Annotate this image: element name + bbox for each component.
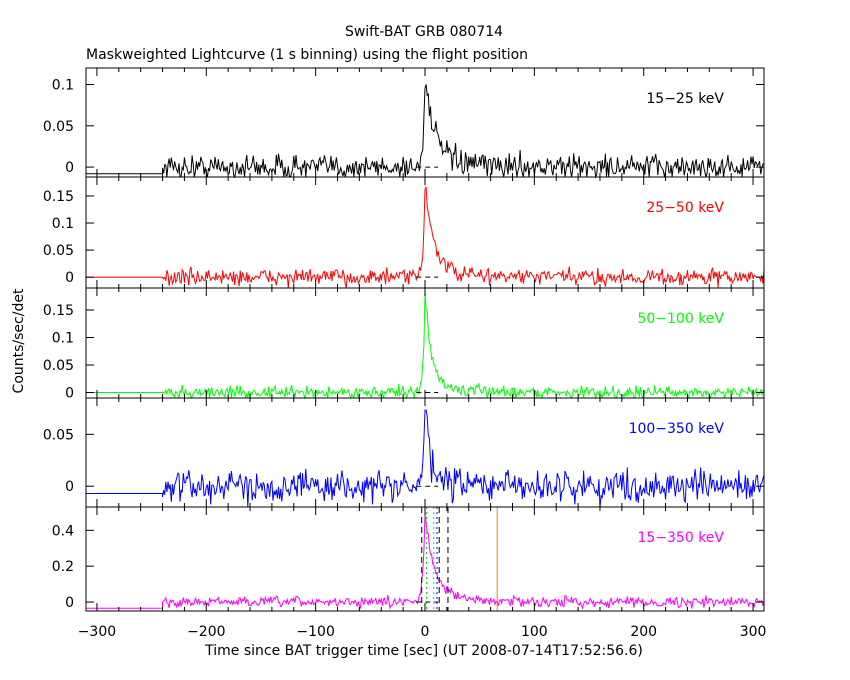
y-axis-label: Counts/sec/det xyxy=(11,288,27,393)
lightcurve-2 xyxy=(86,186,765,289)
y-tick-label: 0.15 xyxy=(43,189,74,205)
x-tick-label: 0 xyxy=(421,624,430,640)
y-tick-label: 0.1 xyxy=(52,78,74,94)
x-tick-label: 200 xyxy=(630,624,657,640)
y-tick-label: 0 xyxy=(65,386,74,402)
y-tick-label: 0.05 xyxy=(43,358,74,374)
panel-2: 0 0.05 0.1 0.15 25−50 keV xyxy=(43,176,765,289)
y-tick-label: 0.1 xyxy=(52,216,74,232)
lightcurve-1 xyxy=(86,84,765,179)
band-label-3: 50−100 keV xyxy=(637,311,724,327)
y-tick-label: 0 xyxy=(65,160,74,176)
y-tick-label: 0.05 xyxy=(43,427,74,443)
y-tick-label: 0.15 xyxy=(43,303,74,319)
chart-title: Swift-BAT GRB 080714 xyxy=(345,24,503,40)
y-tick-label: 0 xyxy=(65,595,74,611)
x-axis-label: Time since BAT trigger time [sec] (UT 20… xyxy=(204,643,643,659)
panel-frame-1 xyxy=(85,67,765,178)
lightcurve-4 xyxy=(86,409,765,508)
x-tick-label: −100 xyxy=(296,624,334,640)
band-label-4: 100−350 keV xyxy=(629,421,725,437)
band-label-5: 15−350 keV xyxy=(637,530,724,546)
y-tick-label: 0.4 xyxy=(52,523,74,539)
lightcurve-3 xyxy=(86,291,765,400)
y-tick-label: 0.05 xyxy=(43,243,74,259)
panel-3: 0 0.05 0.1 0.15 50−100 keV xyxy=(43,287,765,402)
x-tick-label: 100 xyxy=(521,624,548,640)
y-tick-label: 0 xyxy=(65,270,74,286)
panel-1: 0 0.05 0.1 15−25 keV xyxy=(43,67,765,179)
chart-subtitle: Maskweighted Lightcurve (1 s binning) us… xyxy=(86,47,528,63)
y-tick-label: 0.05 xyxy=(43,119,74,135)
band-label-2: 25−50 keV xyxy=(646,200,724,216)
band-label-1: 15−25 keV xyxy=(646,91,724,107)
x-tick-labels: −300 −200 −100 0 100 200 300 xyxy=(78,624,767,640)
panel-5: 0 0.2 0.4 15−350 keV xyxy=(52,506,765,612)
y-tick-label: 0.1 xyxy=(52,331,74,347)
lightcurve-5 xyxy=(86,513,765,610)
x-tick-label: −200 xyxy=(187,624,225,640)
y-tick-label: 0.2 xyxy=(52,559,74,575)
y-tick-label: 0 xyxy=(65,479,74,495)
panel-4: 0 0.05 100−350 keV xyxy=(43,397,765,508)
x-tick-label: 300 xyxy=(740,624,767,640)
x-tick-label: −300 xyxy=(78,624,116,640)
